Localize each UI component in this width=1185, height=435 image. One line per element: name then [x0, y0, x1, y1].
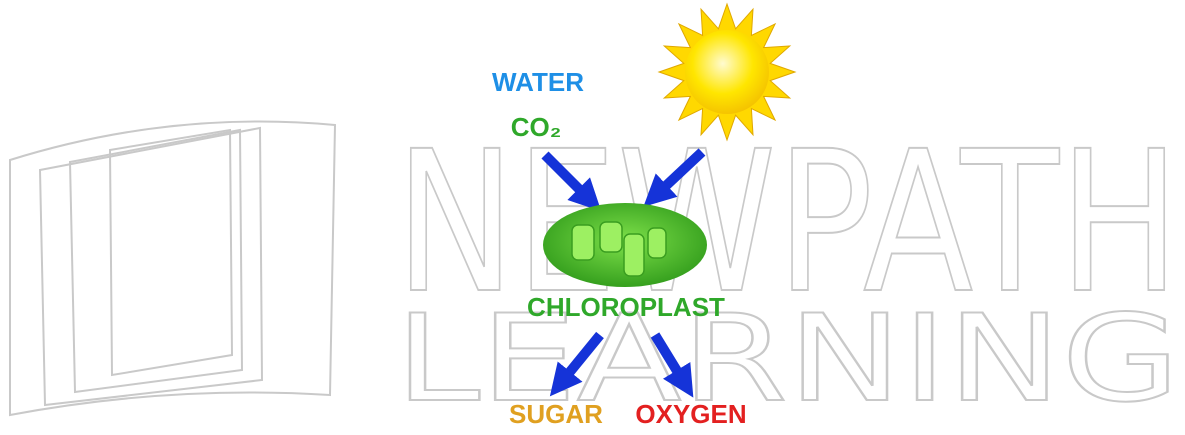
organelle-label: CHLOROPLAST: [527, 292, 725, 322]
output-label: OXYGEN: [635, 399, 746, 429]
input-label: CO₂: [511, 112, 562, 142]
watermark-logo: [10, 122, 335, 415]
diagram: NEWPATH LEARNING WATER CO₂ CHLOROPLAST S…: [0, 0, 1185, 435]
input-label: WATER: [492, 67, 584, 97]
output-label: SUGAR: [509, 399, 603, 429]
sun: [659, 4, 795, 140]
chloroplast: [543, 203, 707, 287]
